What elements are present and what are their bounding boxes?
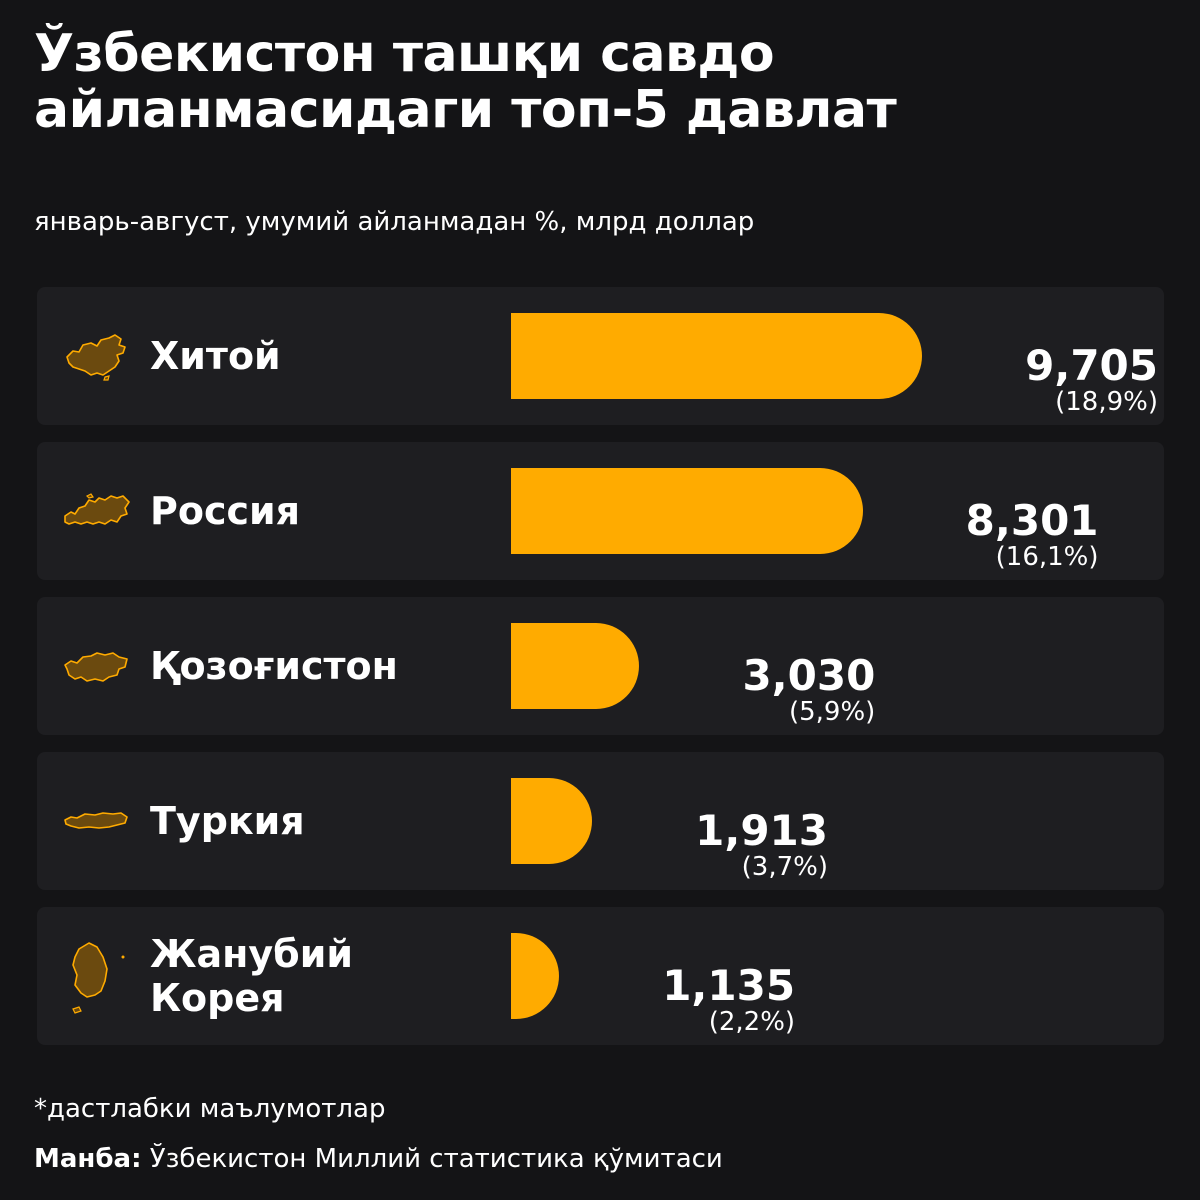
share-label: (16,1%) [995,542,1099,572]
share-label: (5,9%) [788,697,876,727]
bar [511,468,863,554]
value-label-group: 1,913 (3,7%) [628,806,828,883]
bar [511,933,560,1019]
share-label: (18,9%) [1055,387,1158,417]
value-label-group: 9,705 (18,9%) [958,341,1158,418]
bar [511,623,640,709]
share-label: (3,7%) [741,852,828,882]
bar [511,778,592,864]
russia-map-icon [61,486,131,536]
share-label: (2,2%) [708,1007,796,1037]
country-label: Россия [150,489,301,533]
south-korea-map-icon [61,935,131,1021]
title-line-2: айланмасидаги топ-5 давлат [34,80,897,140]
chart-subtitle: январь-август, умумий айланмадан %, млрд… [34,207,755,237]
footnote: *дастлабки маълумотлар [34,1094,386,1124]
bar [511,313,922,399]
country-label-line-2: Корея [150,976,285,1020]
value-label: 1,913 [695,806,828,855]
source-line: Манба: Ўзбекистон Миллий статистика қўми… [34,1142,723,1176]
value-label-group: 1,135 (2,2%) [595,961,796,1038]
title-line-1: Ўзбекистон ташқи савдо [34,24,775,84]
source-label: Манба: [34,1144,142,1174]
kazakhstan-map-icon [61,641,131,691]
country-label: Қозоғистон [150,644,398,688]
value-label-group: 3,030 (5,9%) [675,651,876,728]
bar-row-turkey: Туркия 1,913 (3,7%) [37,752,1164,890]
country-label: Хитой [150,334,281,378]
country-label: Жанубий Корея [150,907,510,1045]
source-text: Ўзбекистон Миллий статистика қўмитаси [141,1144,723,1174]
chart-title: Ўзбекистон ташқи савдо айланмасидаги топ… [34,24,897,140]
value-label: 8,301 [965,496,1099,545]
bar-row-russia: Россия 8,301 (16,1%) [37,442,1164,580]
bar-row-south-korea: Жанубий Корея 1,135 (2,2%) [37,907,1164,1045]
country-label-line-1: Жанубий [150,932,353,976]
country-label: Туркия [150,799,305,843]
value-label: 1,135 [662,961,796,1010]
bar-list: Хитой 9,705 (18,9%) Россия 8,301 (16,1%) [37,287,1164,1062]
bar-row-china: Хитой 9,705 (18,9%) [37,287,1164,425]
value-label: 3,030 [742,651,876,700]
turkey-map-icon [61,796,131,846]
value-label-group: 8,301 (16,1%) [899,496,1099,573]
china-map-icon [61,331,131,381]
bar-row-kazakhstan: Қозоғистон 3,030 (5,9%) [37,597,1164,735]
value-label: 9,705 [1025,341,1158,390]
